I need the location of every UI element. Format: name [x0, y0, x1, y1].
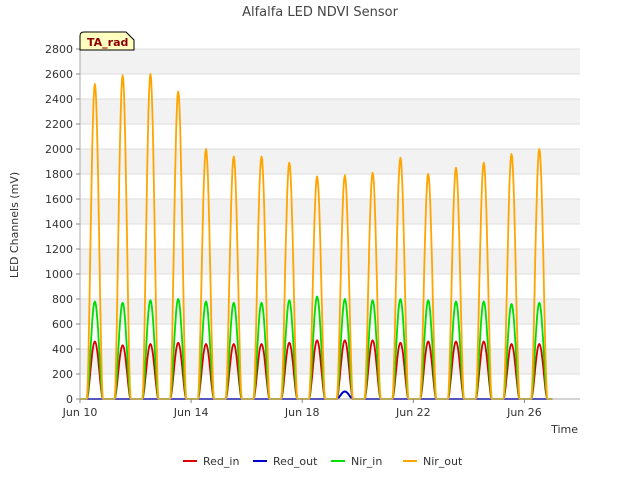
- series-line-red-in: [80, 339, 553, 400]
- series-line-nir-in: [80, 295, 553, 400]
- plot-band: [80, 99, 580, 124]
- x-tick-label: Jun 10: [62, 406, 98, 419]
- y-tick-label: 1000: [45, 268, 73, 281]
- y-tick-label: 1400: [45, 218, 73, 231]
- y-tick-label: 2200: [45, 118, 73, 131]
- y-tick-label: 1600: [45, 193, 73, 206]
- plot-band: [80, 349, 580, 374]
- legend-label: Red_out: [273, 455, 318, 468]
- plot-band: [80, 299, 580, 324]
- y-tick-label: 600: [52, 318, 73, 331]
- series-line-nir-out: [80, 73, 553, 400]
- badge-label: TA_rad: [87, 36, 128, 49]
- y-tick-label: 1200: [45, 243, 73, 256]
- legend-item: Nir_in: [331, 455, 382, 468]
- x-tick-label: Jun 22: [395, 406, 431, 419]
- legend-item: Red_in: [183, 455, 239, 468]
- y-tick-label: 2400: [45, 93, 73, 106]
- x-tick-labels: Jun 10 Jun 14 Jun 18 Jun 22 Jun 26: [62, 399, 542, 419]
- chart-title: Alfalfa LED NDVI Sensor: [242, 5, 399, 20]
- y-tick-label: 2600: [45, 68, 73, 81]
- x-tick-label: Jun 18: [284, 406, 320, 419]
- legend-item: Nir_out: [403, 455, 463, 468]
- y-axis-label: LED Channels (mV): [8, 172, 21, 278]
- plot-band: [80, 199, 580, 224]
- legend: Red_in Red_out Nir_in Nir_out: [183, 455, 463, 468]
- y-tick-label: 0: [66, 393, 73, 406]
- x-axis-label: Time: [550, 423, 578, 436]
- legend-item: Red_out: [253, 455, 318, 468]
- legend-label: Nir_in: [351, 455, 382, 468]
- y-tick-label: 1800: [45, 168, 73, 181]
- x-tick-label: Jun 14: [173, 406, 209, 419]
- plot-band: [80, 249, 580, 274]
- y-tick-label: 200: [52, 368, 73, 381]
- x-tick-label: Jun 26: [506, 406, 542, 419]
- y-tick-label: 400: [52, 343, 73, 356]
- y-tick-label: 2000: [45, 143, 73, 156]
- legend-label: Nir_out: [423, 455, 463, 468]
- plot-band: [80, 149, 580, 174]
- y-tick-label: 800: [52, 293, 73, 306]
- ta-rad-badge: TA_rad: [79, 31, 135, 51]
- y-tick-labels: 0 200 400 600 800 1000 1200 1400 1600 1800 2000 220…: [45, 43, 80, 406]
- legend-label: Red_in: [203, 455, 239, 468]
- y-tick-label: 2800: [45, 43, 73, 56]
- plot-band: [80, 49, 580, 74]
